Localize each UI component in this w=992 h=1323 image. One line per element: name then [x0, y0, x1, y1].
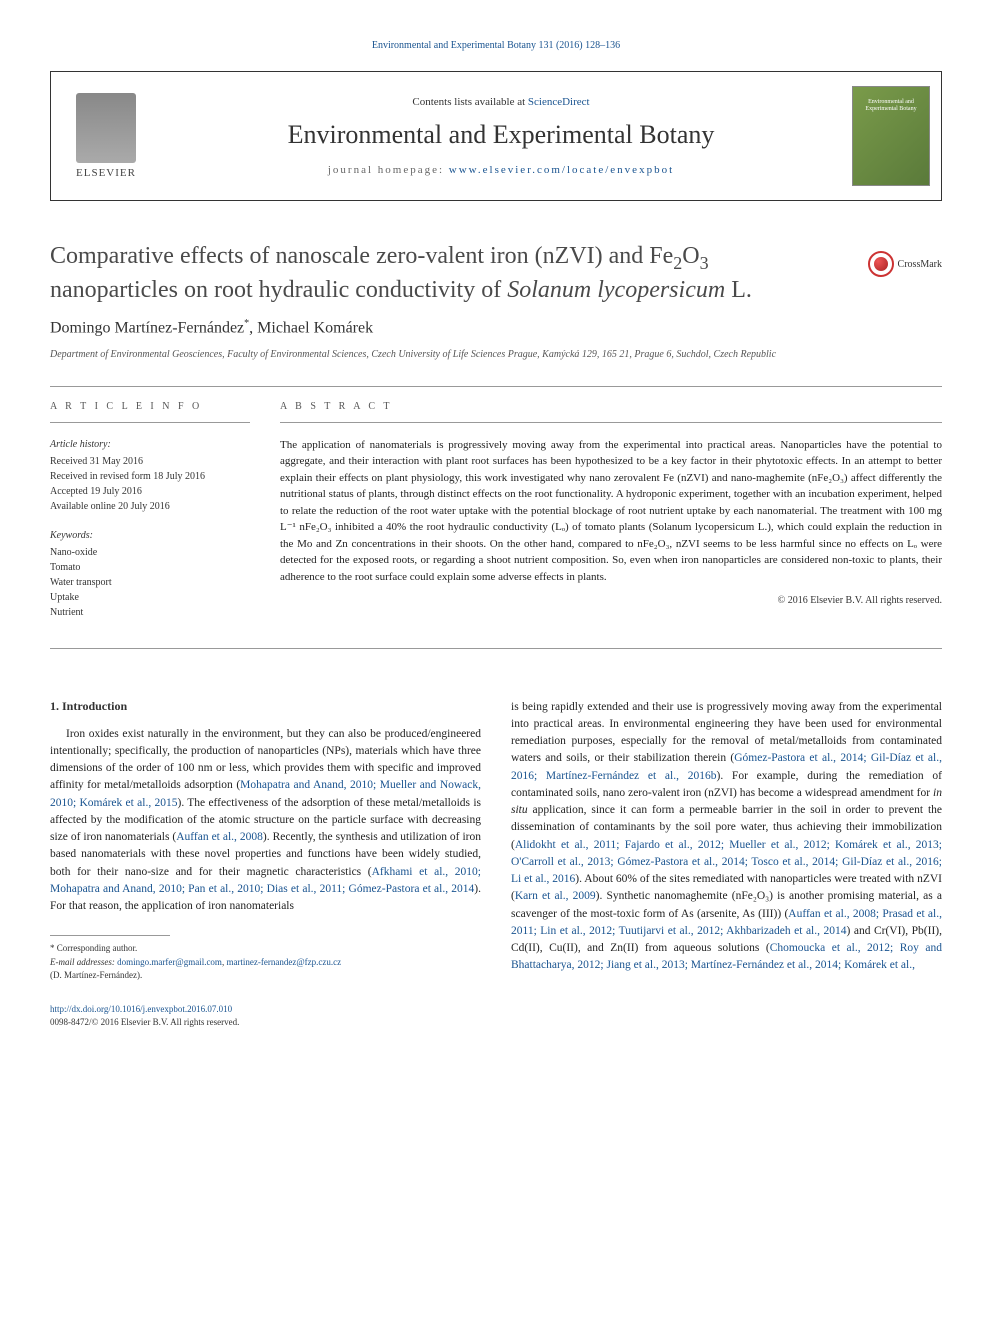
article-history: Article history: Received 31 May 2016 Re…: [50, 437, 250, 514]
article-info-column: A R T I C L E I N F O Article history: R…: [50, 401, 250, 634]
keywords-block: Keywords: Nano-oxide Tomato Water transp…: [50, 528, 250, 620]
divider: [50, 386, 942, 387]
divider: [50, 422, 250, 423]
journal-citation-header: Environmental and Experimental Botany 13…: [50, 40, 942, 51]
journal-homepage-link[interactable]: www.elsevier.com/locate/envexpbot: [449, 164, 674, 176]
cover-image: Environmental and Experimental Botany: [852, 86, 930, 186]
issn-copyright: 0098-8472/© 2016 Elsevier B.V. All right…: [50, 1017, 239, 1027]
email-link[interactable]: martinez-fernandez@fzp.czu.cz: [226, 957, 341, 967]
corr-label: * Corresponding author.: [50, 942, 481, 956]
crossmark-icon: [868, 251, 894, 277]
journal-header-box: ELSEVIER Contents lists available at Sci…: [50, 71, 942, 201]
contents-line: Contents lists available at ScienceDirec…: [161, 96, 841, 108]
body-columns: 1. Introduction Iron oxides exist natura…: [50, 699, 942, 1030]
abstract-heading: A B S T R A C T: [280, 401, 942, 412]
article-title: Comparative effects of nanoscale zero-va…: [50, 241, 942, 306]
section-heading: 1. Introduction: [50, 699, 481, 714]
header-center: Contents lists available at ScienceDirec…: [161, 72, 841, 200]
authors: Domingo Martínez-Fernández*, Michael Kom…: [50, 318, 942, 337]
journal-cover[interactable]: Environmental and Experimental Botany: [841, 72, 941, 200]
abstract-copyright: © 2016 Elsevier B.V. All rights reserved…: [280, 595, 942, 606]
footnote-author: (D. Martínez-Fernández).: [50, 969, 481, 983]
sciencedirect-link[interactable]: ScienceDirect: [528, 96, 590, 108]
footnote-divider: [50, 935, 170, 936]
citation-link[interactable]: Karn et al., 2009: [515, 890, 596, 902]
doi-block: http://dx.doi.org/10.1016/j.envexpbot.20…: [50, 1003, 481, 1030]
article-info-heading: A R T I C L E I N F O: [50, 401, 250, 412]
elsevier-label: ELSEVIER: [76, 167, 136, 179]
homepage-line: journal homepage: www.elsevier.com/locat…: [161, 164, 841, 176]
elsevier-logo[interactable]: ELSEVIER: [51, 72, 161, 200]
corresponding-author-footnote: * Corresponding author. E-mail addresses…: [50, 942, 481, 983]
keywords-list: Nano-oxide Tomato Water transport Uptake…: [50, 547, 112, 618]
affiliation: Department of Environmental Geosciences,…: [50, 348, 942, 362]
cover-text: Environmental and Experimental Botany: [857, 99, 925, 113]
right-column: is being rapidly extended and their use …: [511, 699, 942, 1030]
history-dates: Received 31 May 2016 Received in revised…: [50, 456, 205, 512]
email-line: E-mail addresses: domingo.marfer@gmail.c…: [50, 956, 481, 970]
journal-title-link[interactable]: Environmental and Experimental Botany 13…: [372, 40, 620, 51]
crossmark-label: CrossMark: [898, 258, 942, 271]
elsevier-tree-icon: [76, 93, 136, 163]
divider: [50, 648, 942, 649]
history-label: Article history:: [50, 437, 250, 452]
abstract-column: A B S T R A C T The application of nanom…: [280, 401, 942, 634]
doi-link[interactable]: http://dx.doi.org/10.1016/j.envexpbot.20…: [50, 1004, 232, 1014]
abstract-text: The application of nanomaterials is prog…: [280, 437, 942, 586]
intro-paragraph-cont: is being rapidly extended and their use …: [511, 699, 942, 975]
citation-link[interactable]: Auffan et al., 2008: [176, 831, 263, 843]
email-link[interactable]: domingo.marfer@gmail.com: [117, 957, 222, 967]
crossmark-badge[interactable]: CrossMark: [868, 251, 942, 277]
info-abstract-row: A R T I C L E I N F O Article history: R…: [50, 401, 942, 634]
divider: [280, 422, 942, 423]
keywords-label: Keywords:: [50, 528, 250, 543]
journal-title: Environmental and Experimental Botany: [161, 120, 841, 150]
left-column: 1. Introduction Iron oxides exist natura…: [50, 699, 481, 1030]
intro-paragraph: Iron oxides exist naturally in the envir…: [50, 726, 481, 916]
